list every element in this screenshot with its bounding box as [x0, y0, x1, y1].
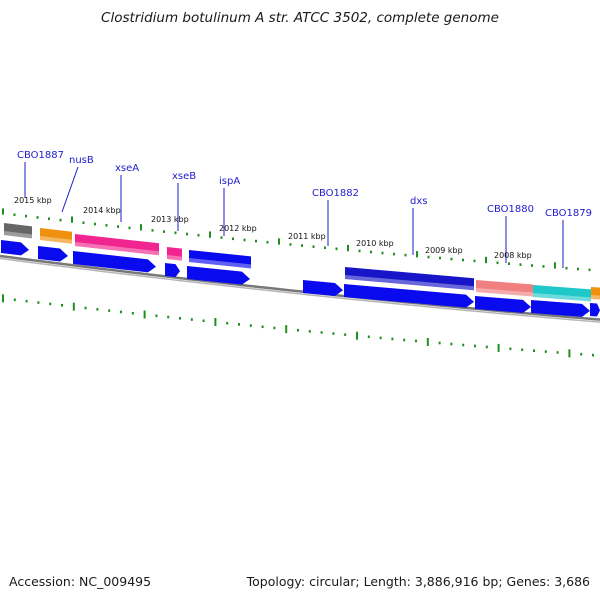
cds-arrow — [303, 280, 343, 297]
cds-arrow — [165, 263, 180, 278]
feature-shade — [476, 288, 533, 297]
gene-label: ispA — [219, 176, 240, 187]
kbp-label: 2013 kbp — [151, 215, 189, 224]
feature-shade — [591, 295, 600, 300]
gene-label: xseA — [115, 163, 139, 174]
backbone-line — [0, 254, 600, 321]
label-leader-lines — [24, 162, 564, 268]
kbp-label: 2009 kbp — [425, 246, 463, 255]
gene-label: CBO1887 — [17, 150, 64, 161]
kbp-label: 2010 kbp — [356, 239, 394, 248]
cds-arrow — [187, 266, 250, 285]
cds-arrow — [73, 251, 156, 273]
cds-arrow — [475, 296, 531, 313]
kbp-label: 2014 kbp — [83, 206, 121, 215]
feature-CBO1880 — [476, 280, 533, 297]
gene-label: nusB — [69, 155, 94, 166]
feature-next — [591, 287, 600, 300]
page-title: Clostridium botulinum A str. ATCC 3502, … — [101, 10, 499, 26]
cds-track — [1, 240, 600, 317]
feature-ispA — [189, 250, 251, 269]
feature-shade — [40, 236, 72, 244]
gene-label: CBO1882 — [312, 188, 359, 199]
backbone-shadow — [0, 257, 600, 323]
cds-arrow — [590, 303, 600, 317]
kbp-label: 2015 kbp — [14, 196, 52, 205]
gene-label: CBO1879 — [545, 208, 592, 219]
feature-track — [4, 223, 600, 302]
cds-arrow — [344, 284, 474, 308]
labels: 2015 kbp 2014 kbp 2013 kbp 2012 kbp 2011 kbp… — [14, 150, 592, 260]
feature-dxs — [345, 267, 474, 291]
cds-arrow — [531, 300, 590, 317]
gene-label: dxs — [410, 196, 427, 207]
feature-CBO1887 — [4, 223, 32, 239]
feature-shade — [345, 275, 474, 291]
cds-arrow — [38, 246, 68, 262]
gene-label: xseB — [172, 171, 196, 182]
kbp-label: 2012 kbp — [219, 224, 257, 233]
accession-text: Accession: NC_009495 — [9, 574, 152, 589]
feature-nusB — [40, 228, 72, 244]
kbp-tick-marks — [2, 208, 594, 358]
feature-shade — [167, 255, 182, 261]
feature-shade — [4, 231, 32, 239]
feature-shade — [189, 258, 251, 269]
genome-backbone — [0, 254, 600, 323]
kbp-label: 2008 kbp — [494, 251, 532, 260]
genome-summary-text: Topology: circular; Length: 3,886,916 bp… — [246, 574, 590, 589]
feature-xseB — [167, 247, 182, 261]
cds-arrow — [1, 240, 29, 256]
kbp-label: 2011 kbp — [288, 232, 326, 241]
feature-CBO1879 — [533, 285, 591, 302]
leader-line — [61, 166, 79, 213]
feature-xseA — [75, 234, 159, 256]
gene-label: CBO1880 — [487, 204, 534, 215]
feature-shade — [533, 293, 591, 302]
feature-shade — [75, 242, 159, 256]
